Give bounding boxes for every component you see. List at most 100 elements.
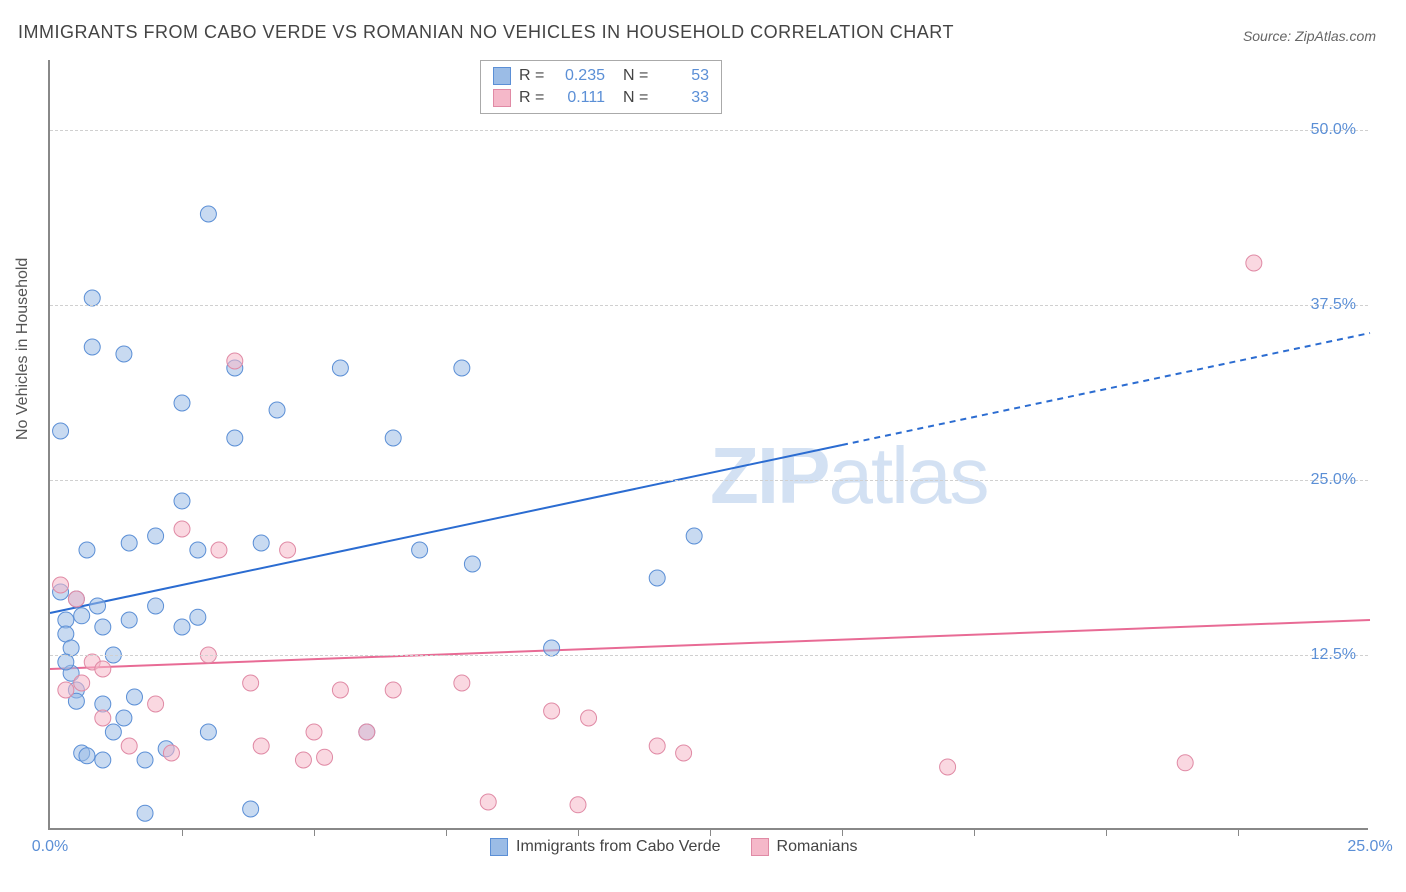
data-point xyxy=(174,493,190,509)
data-point xyxy=(454,675,470,691)
y-tick-label: 25.0% xyxy=(1311,471,1356,489)
data-point xyxy=(58,682,74,698)
data-point xyxy=(90,598,106,614)
x-tick-mark xyxy=(1106,828,1107,836)
gridline xyxy=(50,305,1368,306)
data-point xyxy=(649,738,665,754)
data-point xyxy=(74,608,90,624)
data-point xyxy=(190,609,206,625)
data-point xyxy=(95,710,111,726)
data-point xyxy=(544,703,560,719)
chart-title: IMMIGRANTS FROM CABO VERDE VS ROMANIAN N… xyxy=(18,22,954,43)
data-point xyxy=(95,619,111,635)
x-tick-mark xyxy=(314,828,315,836)
data-point xyxy=(317,749,333,765)
data-point xyxy=(79,748,95,764)
gridline xyxy=(50,655,1368,656)
legend-swatch-2 xyxy=(751,838,769,856)
data-point xyxy=(581,710,597,726)
series-legend: Immigrants from Cabo Verde Romanians xyxy=(490,838,857,856)
chart-svg xyxy=(50,60,1368,828)
gridline xyxy=(50,130,1368,131)
data-point xyxy=(137,752,153,768)
data-point xyxy=(116,346,132,362)
data-point xyxy=(84,290,100,306)
data-point xyxy=(68,591,84,607)
data-point xyxy=(295,752,311,768)
data-point xyxy=(280,542,296,558)
data-point xyxy=(200,206,216,222)
data-point xyxy=(95,752,111,768)
data-point xyxy=(243,675,259,691)
data-point xyxy=(649,570,665,586)
source-attribution: Source: ZipAtlas.com xyxy=(1243,28,1376,44)
data-point xyxy=(53,577,69,593)
x-tick-mark xyxy=(446,828,447,836)
y-axis-label: No Vehicles in Household xyxy=(14,258,32,440)
data-point xyxy=(116,710,132,726)
y-tick-label: 12.5% xyxy=(1311,646,1356,664)
x-tick-label: 0.0% xyxy=(32,838,68,856)
x-tick-label: 25.0% xyxy=(1347,838,1392,856)
data-point xyxy=(137,805,153,821)
data-point xyxy=(686,528,702,544)
data-point xyxy=(480,794,496,810)
plot-area: ZIPatlas R = 0.235 N = 53 R = 0.111 N = … xyxy=(48,60,1368,830)
data-point xyxy=(359,724,375,740)
data-point xyxy=(200,724,216,740)
data-point xyxy=(121,738,137,754)
data-point xyxy=(174,619,190,635)
trend-line xyxy=(50,445,842,613)
legend-label-1: Immigrants from Cabo Verde xyxy=(516,838,721,856)
data-point xyxy=(464,556,480,572)
x-tick-mark xyxy=(182,828,183,836)
data-point xyxy=(174,521,190,537)
gridline xyxy=(50,480,1368,481)
y-tick-label: 37.5% xyxy=(1311,296,1356,314)
legend-item-2: Romanians xyxy=(751,838,858,856)
data-point xyxy=(332,360,348,376)
data-point xyxy=(148,598,164,614)
data-point xyxy=(163,745,179,761)
x-tick-mark xyxy=(842,828,843,836)
x-tick-mark xyxy=(974,828,975,836)
data-point xyxy=(940,759,956,775)
data-point xyxy=(454,360,470,376)
data-point xyxy=(95,661,111,677)
x-tick-mark xyxy=(578,828,579,836)
data-point xyxy=(211,542,227,558)
x-tick-mark xyxy=(710,828,711,836)
trend-line xyxy=(50,620,1370,669)
data-point xyxy=(121,535,137,551)
data-point xyxy=(385,430,401,446)
data-point xyxy=(105,724,121,740)
data-point xyxy=(227,430,243,446)
data-point xyxy=(385,682,401,698)
data-point xyxy=(544,640,560,656)
data-point xyxy=(126,689,142,705)
data-point xyxy=(227,353,243,369)
legend-swatch-1 xyxy=(490,838,508,856)
data-point xyxy=(570,797,586,813)
data-point xyxy=(148,696,164,712)
trend-line-extrapolated xyxy=(842,333,1370,445)
data-point xyxy=(74,675,90,691)
x-tick-mark xyxy=(1238,828,1239,836)
data-point xyxy=(253,738,269,754)
data-point xyxy=(306,724,322,740)
data-point xyxy=(84,339,100,355)
data-point xyxy=(148,528,164,544)
legend-label-2: Romanians xyxy=(777,838,858,856)
data-point xyxy=(243,801,259,817)
data-point xyxy=(1246,255,1262,271)
data-point xyxy=(676,745,692,761)
y-tick-label: 50.0% xyxy=(1311,121,1356,139)
legend-item-1: Immigrants from Cabo Verde xyxy=(490,838,721,856)
data-point xyxy=(332,682,348,698)
data-point xyxy=(190,542,206,558)
data-point xyxy=(269,402,285,418)
data-point xyxy=(1177,755,1193,771)
data-point xyxy=(58,654,74,670)
data-point xyxy=(79,542,95,558)
data-point xyxy=(412,542,428,558)
